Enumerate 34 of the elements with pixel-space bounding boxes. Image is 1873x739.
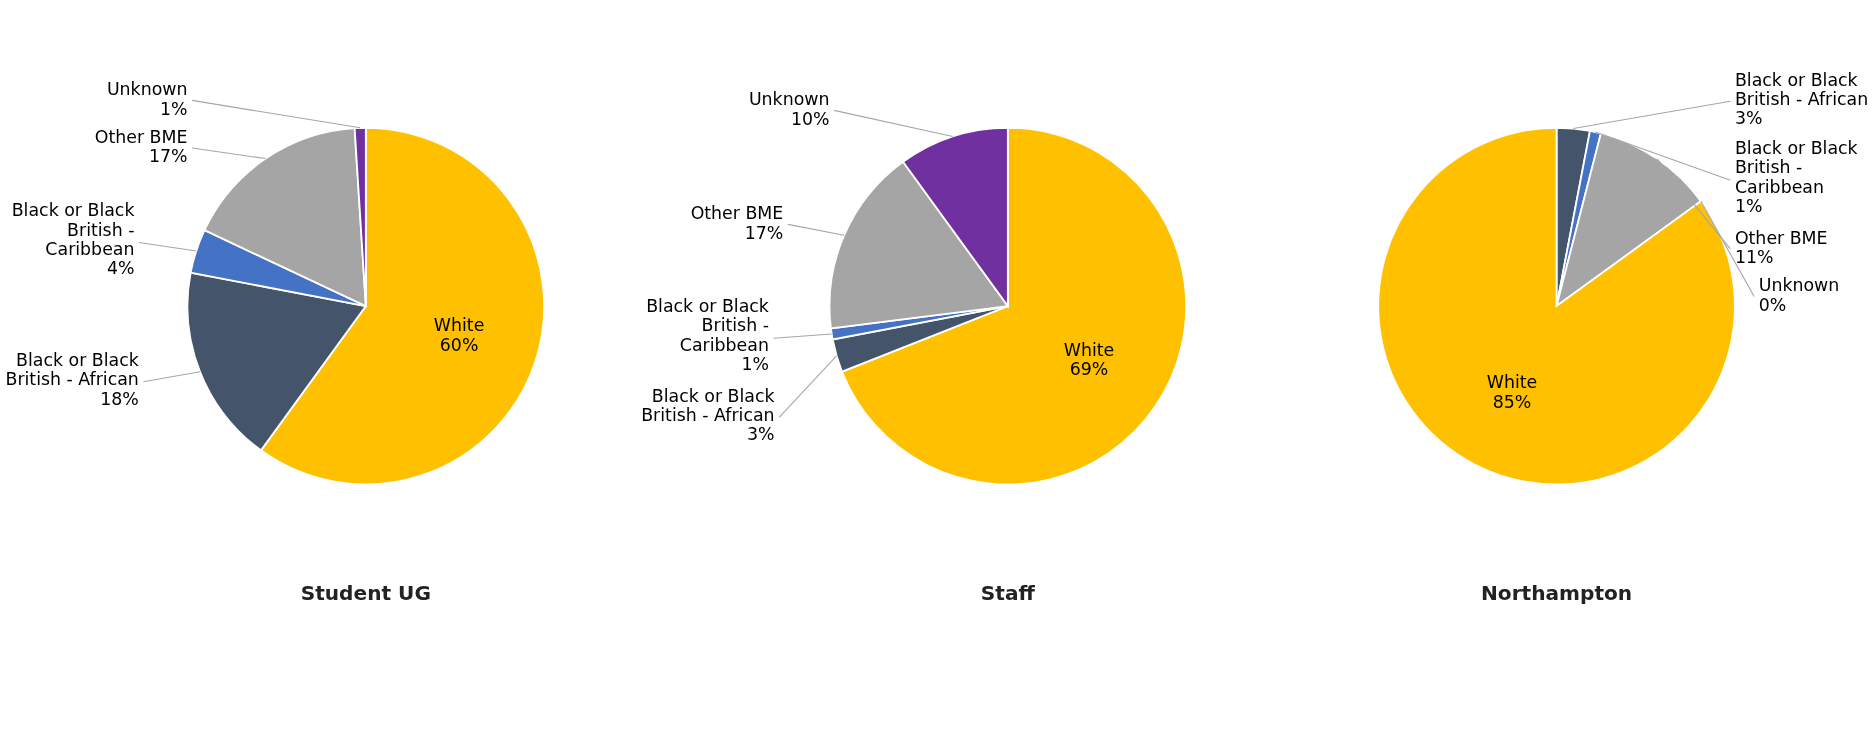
slice-label: Other BME: [1734, 227, 1828, 248]
slice-label: Black or Black British - African: [1734, 69, 1869, 109]
pie-slice: [1377, 126, 1736, 486]
slice-label: Unknown: [748, 89, 830, 110]
data-label: 60%: [439, 334, 479, 355]
data-label: 1%: [159, 98, 188, 119]
slice-label: Black or Black British - African: [641, 385, 775, 426]
slice-label: White: [1063, 340, 1115, 361]
slice-label: Black or Black British - African: [5, 350, 139, 390]
data-label: 1%: [1734, 195, 1763, 216]
slice-label: Black or Black British - Caribbean: [646, 296, 769, 355]
slice-label: White: [433, 315, 485, 336]
text: Student UG: [300, 580, 431, 605]
text: Northampton: [1480, 580, 1633, 605]
data-label: 11%: [1734, 247, 1774, 268]
data-label: 3%: [1734, 108, 1763, 129]
data-label: 1%: [741, 353, 769, 374]
data-label: 85%: [1492, 391, 1532, 412]
slice-label: White: [1486, 372, 1538, 393]
slice-label: Other BME: [94, 126, 188, 147]
slice-label: Black or Black British - Caribbean: [1734, 138, 1858, 197]
data-label: 18%: [100, 388, 139, 409]
category-label: Unknown: [1758, 275, 1840, 296]
data-label: 3%: [747, 424, 775, 445]
slice-label: Unknown: [106, 79, 188, 100]
data-label: 69%: [1069, 359, 1109, 380]
text: Staff: [980, 580, 1036, 605]
text: 0%: [1758, 294, 1787, 315]
data-label: 4%: [106, 258, 135, 279]
slice-label: Black or Black British - Caribbean: [11, 200, 135, 259]
data-label: 10%: [790, 108, 830, 129]
slice-label: Other BME: [690, 203, 784, 224]
data-label: 17%: [148, 146, 188, 167]
data-label: 17%: [744, 222, 784, 243]
